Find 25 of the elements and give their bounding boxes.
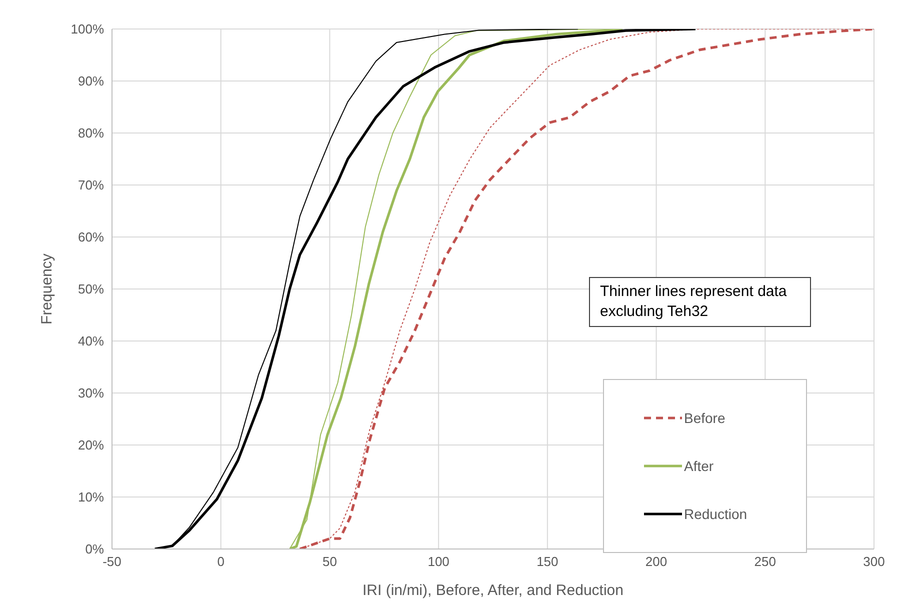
y-axis-title: Frequency (38, 253, 56, 324)
y-tick-label: 0% (85, 542, 104, 557)
legend-label: After (684, 458, 714, 474)
legend-label: Before (684, 410, 726, 426)
y-tick-label: 40% (78, 334, 104, 349)
x-tick-label: -50 (102, 554, 122, 570)
x-tick-label: 100 (428, 554, 450, 570)
x-axis-title: IRI (in/mi), Before, After, and Reduction (362, 582, 624, 599)
y-tick-label: 10% (78, 490, 104, 505)
x-tick-label: 250 (754, 554, 776, 570)
x-tick-label: 50 (322, 554, 337, 570)
y-tick-label: 90% (78, 74, 104, 89)
y-tick-label: 100% (70, 22, 104, 37)
annotation: Thinner lines represent data excluding Teh32 (589, 277, 811, 327)
x-tick-label: 200 (645, 554, 668, 570)
y-tick-label: 80% (78, 126, 104, 141)
x-tick-label: 0 (217, 554, 224, 570)
x-tick-label: 150 (536, 554, 558, 570)
y-tick-label: 70% (78, 178, 104, 193)
y-tick-label: 50% (78, 282, 104, 297)
y-tick-label: 30% (78, 386, 104, 401)
x-tick-label: 300 (863, 554, 885, 570)
y-tick-label: 60% (78, 230, 104, 245)
y-tick-label: 20% (78, 438, 104, 453)
legend-label: Reduction (684, 506, 748, 522)
